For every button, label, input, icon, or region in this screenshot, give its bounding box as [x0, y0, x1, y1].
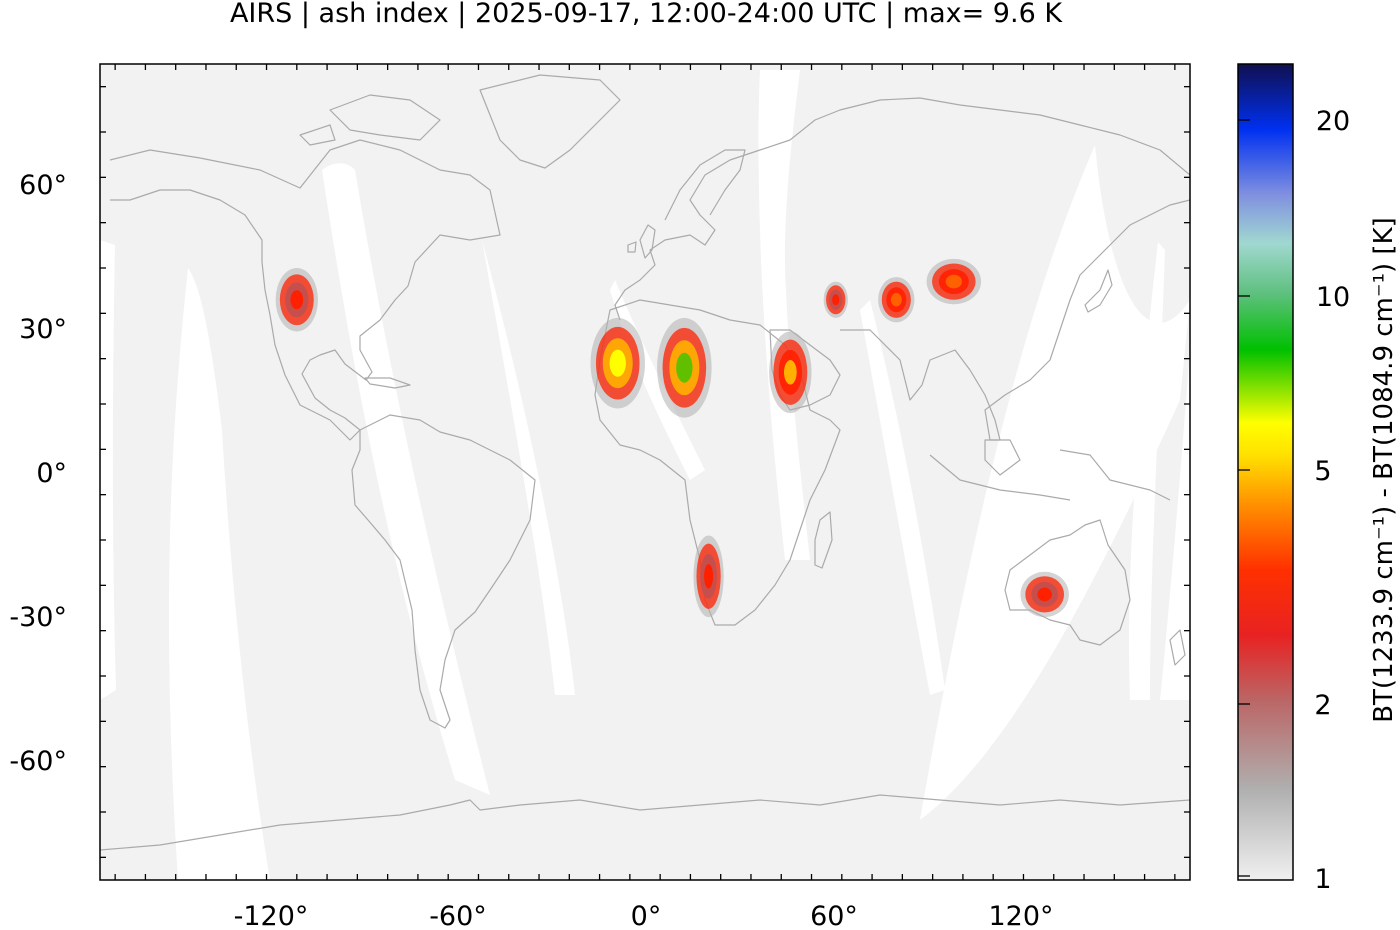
coast-antarctica	[100, 794, 1190, 851]
y-tick-label: 30°	[19, 314, 67, 345]
colorbar: 1 2 5 10 20 BT(1233.9 cm⁻¹) - BT(1084.9 …	[1237, 63, 1399, 895]
colorbar-tick-label: 2	[1314, 690, 1331, 721]
ash-hotspot	[609, 349, 626, 377]
x-tick-label: 0°	[631, 901, 662, 930]
colorbar-tick-label: 10	[1316, 282, 1350, 313]
y-tick-label: 60°	[19, 170, 67, 201]
coast-europe	[614, 97, 1190, 321]
coast-cuba	[364, 377, 411, 389]
coastlines	[100, 74, 1190, 851]
orbit-gap	[758, 70, 810, 560]
coast-asia-south	[840, 199, 1190, 441]
ash-hotspot	[783, 360, 797, 385]
ash-hotspot	[890, 292, 902, 307]
x-tick-label: 60°	[810, 901, 858, 930]
orbit-gaps	[100, 70, 1190, 880]
map-panel	[100, 64, 1190, 880]
ash-hotspot	[945, 274, 963, 289]
ash-hotspot	[832, 294, 840, 306]
colorbar-label: BT(1233.9 cm⁻¹) - BT(1084.9 cm⁻¹) [K]	[1369, 217, 1399, 723]
coast-scandinavia	[664, 149, 746, 221]
map-frame	[99, 63, 1191, 881]
x-tick-label: -120°	[234, 901, 309, 930]
coast-south-america	[351, 414, 536, 729]
colorbar-frame	[1237, 63, 1294, 881]
colorbar-tick-label: 5	[1314, 456, 1331, 487]
y-tick-label: -30°	[9, 602, 67, 633]
x-axis-labels: -120° -60° 0° 60° 120°	[234, 901, 1054, 930]
orbit-gap	[1129, 242, 1165, 700]
orbit-gap	[322, 163, 490, 795]
y-axis-labels: 60° 30° 0° -30° -60°	[9, 170, 67, 777]
coast-indonesia	[929, 439, 1171, 501]
coast-madagascar	[814, 511, 833, 569]
colorbar-tick-label: 1	[1314, 864, 1331, 895]
colorbar-gradient	[1238, 64, 1293, 880]
coast-greenland	[479, 74, 621, 169]
colorbar-tick-label: 20	[1316, 106, 1350, 137]
orbit-gap	[1160, 350, 1190, 700]
orbit-gap	[169, 268, 270, 880]
colorbar-tick-labels: 1 2 5 10 20	[1314, 106, 1350, 895]
orbit-gap	[860, 300, 945, 695]
orbit-gap	[920, 145, 1190, 820]
ash-hotspot	[290, 290, 304, 310]
hotspot-layer	[275, 258, 1069, 618]
ash-hotspot	[704, 564, 714, 589]
y-tick-label: -60°	[9, 746, 67, 777]
plot-title: AIRS | ash index | 2025-09-17, 12:00-24:…	[230, 0, 1063, 29]
orbit-gap	[482, 240, 575, 695]
coast-africa	[594, 299, 841, 626]
colorbar-ticks	[1238, 119, 1250, 877]
x-tick-label: 120°	[988, 901, 1053, 930]
map-ticks	[100, 64, 1190, 880]
ash-hotspot	[1037, 587, 1052, 602]
ash-hotspot	[676, 352, 693, 383]
coast-arctic-islands	[299, 94, 441, 146]
coast-australia	[1004, 519, 1131, 646]
y-tick-label: 0°	[36, 458, 67, 489]
x-tick-label: -60°	[429, 901, 487, 930]
coast-north-america	[109, 139, 501, 441]
coast-uk	[627, 224, 656, 259]
coast-japan	[1084, 269, 1113, 313]
coast-new-zealand	[1169, 629, 1186, 666]
